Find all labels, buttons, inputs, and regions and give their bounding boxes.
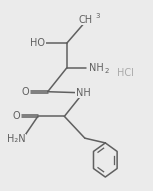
Text: HO: HO <box>30 38 45 48</box>
Text: O: O <box>21 87 29 97</box>
Text: 2: 2 <box>104 68 109 74</box>
Text: H₂N: H₂N <box>7 134 25 144</box>
Text: O: O <box>12 111 20 121</box>
Text: NH: NH <box>89 63 104 73</box>
Text: NH: NH <box>76 88 91 98</box>
Text: CH: CH <box>78 15 93 25</box>
Text: HCl: HCl <box>117 68 133 78</box>
Text: 3: 3 <box>95 13 99 19</box>
